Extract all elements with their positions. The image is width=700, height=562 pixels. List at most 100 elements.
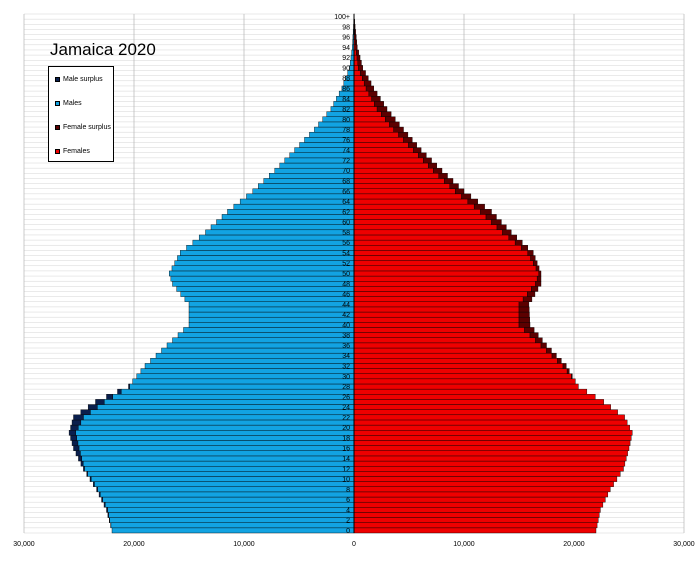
- bar-females-age-61: [353, 214, 487, 220]
- bar-males-age-2: [109, 517, 355, 523]
- age-tick-label: 14: [342, 456, 350, 463]
- bar-females-age-27: [353, 388, 588, 395]
- bar-female-surplus-age-49: [536, 275, 542, 282]
- bar-males-age-34: [155, 352, 355, 359]
- bar-females-age-4: [353, 507, 601, 513]
- bar-female-surplus-age-87: [363, 80, 372, 87]
- bar-females-age-81: [353, 111, 382, 117]
- bar-male-surplus-age-4: [106, 507, 108, 513]
- bar-female-surplus-age-80: [385, 116, 396, 123]
- bar-males-age-38: [177, 332, 355, 338]
- bar-female-surplus-age-84: [371, 96, 381, 102]
- legend-item-female-surplus: Female surplus: [55, 124, 111, 131]
- bar-females-age-80: [353, 116, 386, 123]
- bar-male-surplus-age-27: [117, 388, 122, 395]
- age-tick-label: 52: [342, 261, 350, 268]
- age-tick-label: 56: [342, 240, 350, 247]
- bar-females-age-8: [353, 486, 611, 493]
- bar-females-age-28: [353, 383, 579, 390]
- bar-females-age-71: [353, 162, 429, 169]
- bar-females-age-6: [353, 496, 606, 503]
- bar-female-surplus-age-75: [408, 142, 417, 148]
- bar-females-age-47: [353, 286, 532, 292]
- bar-female-surplus-age-30: [571, 373, 573, 380]
- bar-males-age-28: [129, 383, 355, 390]
- bar-males-age-90: [349, 65, 355, 71]
- age-tick-label: 38: [342, 333, 350, 340]
- bar-males-age-20: [78, 424, 355, 431]
- bar-females-age-86: [353, 85, 367, 92]
- bar-females-age-68: [353, 178, 445, 184]
- bar-male-surplus-age-6: [101, 496, 103, 503]
- bar-females-age-43: [353, 306, 520, 313]
- age-tick-label: 64: [342, 199, 350, 206]
- legend-swatch-female-surplus: [55, 125, 60, 130]
- bar-females-age-70: [353, 167, 434, 174]
- bar-female-surplus-age-61: [485, 214, 497, 220]
- bar-females-age-45: [353, 296, 524, 302]
- bar-females-age-44: [353, 301, 520, 308]
- bar-females-age-56: [353, 239, 516, 246]
- bar-male-surplus-age-9: [93, 481, 95, 487]
- bar-males-age-1: [110, 522, 355, 529]
- bar-females-age-49: [353, 275, 538, 282]
- bar-females-age-78: [353, 126, 394, 133]
- bar-males-age-0: [111, 527, 355, 534]
- bar-females-age-69: [353, 173, 439, 179]
- bar-females-age-60: [353, 219, 492, 225]
- bar-males-age-37: [172, 337, 355, 344]
- bar-females-age-33: [353, 358, 558, 364]
- bar-female-surplus-age-88: [362, 75, 369, 82]
- bar-females-age-18: [353, 435, 632, 441]
- bar-females-age-31: [353, 368, 568, 374]
- bar-female-surplus-age-45: [522, 296, 533, 302]
- bar-females-age-57: [353, 234, 510, 241]
- age-tick-label: 10: [342, 477, 350, 484]
- bar-male-surplus-age-16: [73, 445, 80, 451]
- age-tick-label: 70: [342, 168, 350, 175]
- bar-males-age-50: [168, 270, 355, 277]
- x-tick-label: 10,000: [233, 541, 255, 548]
- bar-females-age-9: [353, 481, 614, 487]
- bar-females-age-53: [353, 255, 531, 261]
- age-tick-label: 50: [342, 271, 350, 278]
- bar-females-age-52: [353, 260, 534, 266]
- bar-males-age-25: [104, 399, 355, 405]
- age-tick-label: 36: [342, 343, 350, 350]
- bar-males-age-12: [84, 465, 355, 472]
- bar-female-surplus-age-74: [413, 147, 422, 153]
- age-tick-label: 24: [342, 405, 350, 412]
- bar-males-age-58: [205, 229, 355, 236]
- bar-female-surplus-age-76: [403, 137, 413, 143]
- bar-males-age-57: [198, 234, 355, 241]
- bar-male-surplus-age-10: [89, 476, 92, 482]
- bar-females-age-87: [353, 80, 365, 87]
- age-tick-label: 66: [342, 189, 350, 196]
- age-tick-label: 100+: [334, 14, 350, 21]
- bar-females-age-75: [353, 142, 409, 148]
- bar-males-age-4: [107, 507, 355, 513]
- bar-female-surplus-age-44: [518, 301, 530, 308]
- x-tick-label: 30,000: [673, 541, 695, 548]
- bar-males-age-51: [171, 265, 355, 272]
- bar-males-age-44: [188, 301, 355, 308]
- bar-females-age-3: [353, 512, 600, 518]
- bar-males-age-52: [174, 260, 355, 266]
- age-tick-label: 42: [342, 312, 350, 319]
- bar-males-age-66: [252, 188, 355, 195]
- bar-female-surplus-age-86: [365, 85, 375, 92]
- bar-females-age-84: [353, 96, 372, 102]
- age-tick-label: 98: [342, 24, 350, 31]
- legend-item-females: Females: [55, 148, 90, 155]
- bar-females-age-34: [353, 352, 553, 359]
- bar-male-surplus-age-12: [83, 465, 85, 472]
- bar-males-age-16: [78, 445, 355, 451]
- bar-females-age-76: [353, 137, 404, 143]
- bar-males-age-23: [90, 409, 355, 416]
- bar-female-surplus-age-40: [518, 322, 531, 328]
- age-tick-label: 12: [342, 466, 350, 473]
- bar-females-age-10: [353, 476, 618, 482]
- bar-females-age-51: [353, 265, 537, 272]
- age-tick-label: 88: [342, 76, 350, 83]
- x-tick-label: 30,000: [13, 541, 35, 548]
